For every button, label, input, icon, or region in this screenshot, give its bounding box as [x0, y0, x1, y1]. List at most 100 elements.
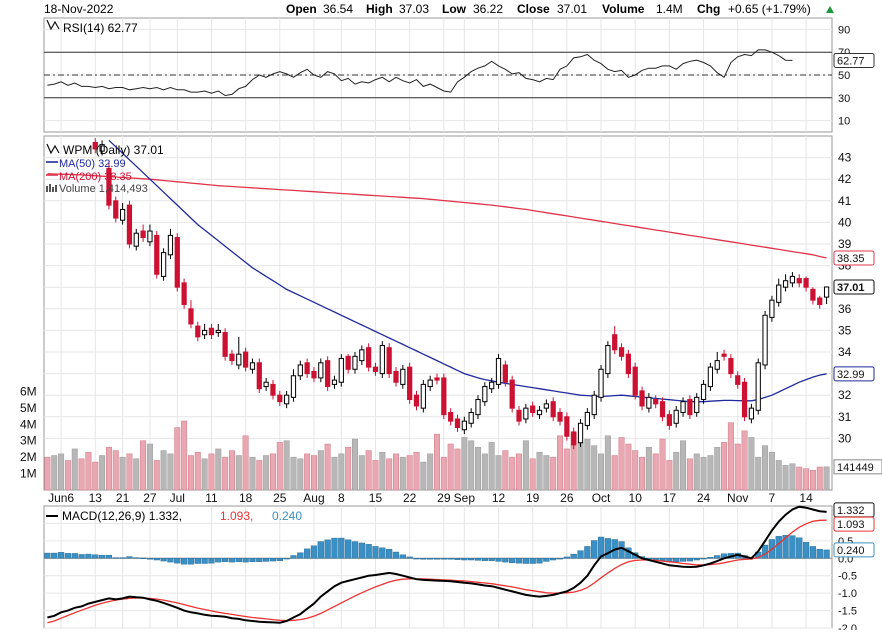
- candle-body: [721, 353, 727, 357]
- volume-bar: [201, 458, 208, 491]
- x-tick-label: 27: [143, 491, 157, 505]
- volume-bar: [611, 455, 618, 491]
- candle-body: [468, 411, 474, 424]
- candle-body: [489, 381, 495, 390]
- volume-bar: [632, 450, 639, 491]
- x-tick-label: 21: [116, 491, 130, 505]
- volume-legend-icon: [46, 184, 57, 192]
- volume-bar: [782, 465, 789, 491]
- macd-histogram-bar: [187, 558, 195, 565]
- macd-histogram-bar: [809, 546, 817, 559]
- rsi-legend-icon: [46, 19, 60, 31]
- macd-y-tick: -0.5: [838, 571, 857, 583]
- volume-y-tick: 6M: [20, 384, 37, 398]
- volume-bar: [393, 453, 399, 491]
- macd-histogram-bar: [597, 536, 605, 559]
- header-low-label: Low: [442, 2, 467, 16]
- price-y-tick: 43: [838, 151, 852, 165]
- macd-histogram-bar: [133, 557, 140, 559]
- price-panel: 43424140393837363534333231306M5M4M3M2M1M…: [20, 138, 882, 491]
- x-tick-label: 8: [338, 491, 345, 505]
- volume-bar: [85, 451, 92, 491]
- macd-histogram-bar: [351, 541, 359, 559]
- macd-histogram-bar: [789, 535, 796, 559]
- volume-bar: [721, 442, 728, 491]
- x-tick-label: 18: [239, 491, 253, 505]
- candle-body: [687, 399, 693, 416]
- candle-body: [263, 381, 269, 388]
- macd-y-tick: -1.0: [838, 588, 857, 600]
- signal-last-value-box: [833, 516, 875, 532]
- volume-bar: [536, 451, 543, 491]
- volume-bar: [488, 442, 495, 491]
- macd-histogram-bar: [71, 553, 78, 559]
- volume-bar: [768, 451, 775, 491]
- x-tick-label: 12: [492, 491, 506, 505]
- candle-body: [277, 394, 283, 403]
- macd-y-tick: -1.5: [838, 606, 857, 618]
- volume-bar: [823, 466, 830, 491]
- macd-histogram-bar: [413, 558, 420, 560]
- macd-histogram-bar: [324, 539, 331, 559]
- macd-legend-main: MACD(12,26,9) 1.332,: [62, 509, 182, 523]
- volume-bar: [92, 461, 99, 491]
- macd-legend-histogram: 0.240: [272, 509, 302, 523]
- price-y-tick: 36: [838, 302, 852, 316]
- macd-signal-line: [47, 519, 827, 624]
- volume-bar: [174, 427, 181, 491]
- macd-histogram-bar: [153, 558, 160, 561]
- candle-body: [434, 377, 440, 381]
- candle-body: [413, 394, 420, 407]
- candle-body: [762, 314, 768, 366]
- macd-histogram-bar: [816, 549, 823, 559]
- macd-histogram-bar: [392, 551, 400, 559]
- candle-body: [427, 379, 433, 388]
- volume-bar: [447, 443, 454, 491]
- candle-body: [359, 349, 365, 362]
- candle-body: [215, 329, 221, 334]
- candle-body: [591, 394, 597, 416]
- candle-body: [325, 360, 331, 388]
- macd-histogram-bar: [420, 558, 427, 560]
- candle-body: [318, 362, 324, 379]
- candle-body: [523, 407, 529, 420]
- price-y-tick: 31: [838, 410, 852, 424]
- price-y-tick: 35: [838, 323, 852, 337]
- volume-bar: [99, 455, 106, 491]
- macd-histogram-bar: [406, 556, 413, 559]
- x-tick-label: 7: [769, 491, 776, 505]
- ma50-line: [108, 139, 827, 403]
- volume-bar: [693, 453, 700, 491]
- volume-bar: [502, 450, 509, 491]
- candle-body: [543, 403, 549, 409]
- volume-bar: [310, 455, 317, 491]
- macd-histogram-bar: [174, 558, 181, 564]
- volume-bar: [146, 443, 153, 491]
- candle-body: [776, 284, 782, 303]
- candle-body: [236, 353, 242, 366]
- macd-histogram-bar: [386, 549, 393, 559]
- macd-histogram-bar: [761, 544, 769, 559]
- volume-bar: [659, 438, 666, 491]
- candle-body: [297, 364, 303, 377]
- candle-body: [133, 232, 139, 247]
- x-tick-label: 24: [697, 491, 711, 505]
- macd-histogram-bar: [139, 557, 147, 559]
- candle-body: [147, 230, 153, 243]
- macd-histogram-bar: [707, 557, 714, 559]
- x-tick-label: 14: [799, 491, 813, 505]
- macd-histogram-bar: [57, 552, 65, 559]
- rsi-legend: RSI(14) 62.77: [63, 21, 138, 35]
- macd-histogram-bar: [509, 558, 516, 564]
- ma50-legend: MA(50) 32.99: [59, 158, 126, 170]
- volume-bar: [789, 463, 796, 491]
- volume-bar: [434, 433, 440, 491]
- candle-body: [270, 383, 276, 396]
- volume-bar: [194, 451, 201, 491]
- candle-body: [516, 409, 522, 422]
- candle-body: [769, 299, 775, 318]
- rsi-last-value-box: [833, 52, 875, 68]
- volume-bar: [256, 460, 263, 491]
- volume-bar: [215, 448, 222, 491]
- candle-body: [571, 431, 577, 446]
